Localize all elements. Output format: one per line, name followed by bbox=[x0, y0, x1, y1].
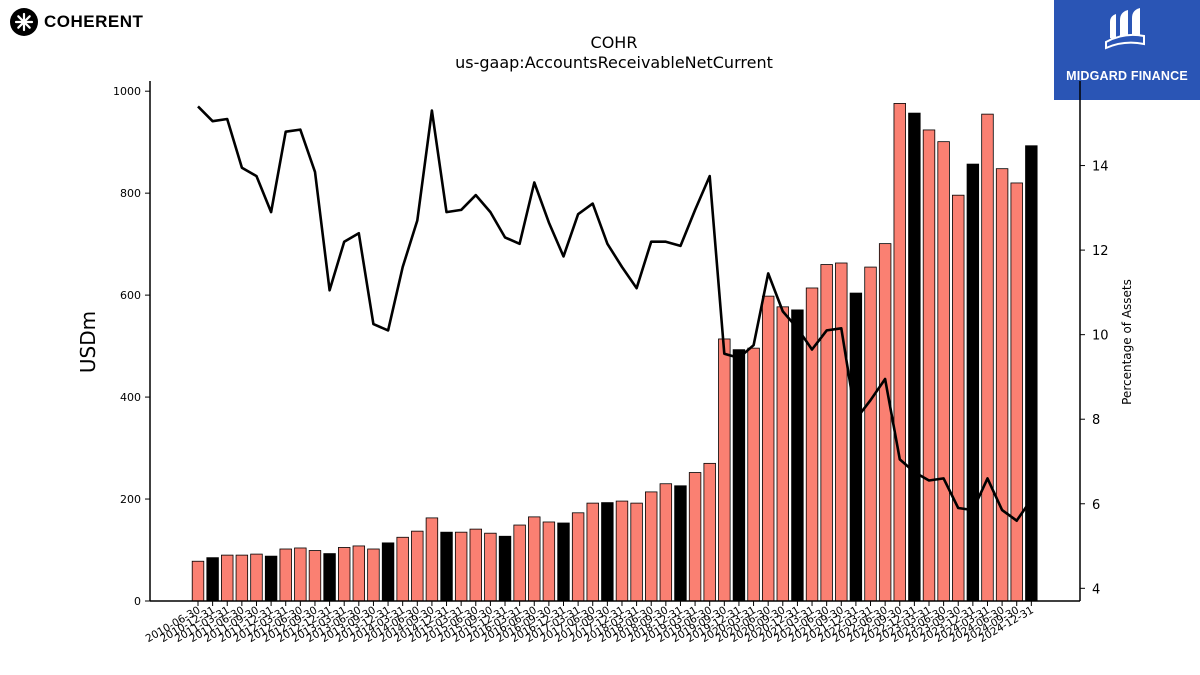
bar-2015-12-31 bbox=[498, 535, 512, 602]
bar-2019-06-30 bbox=[703, 462, 716, 602]
bar-2017-06-30 bbox=[586, 502, 599, 602]
bar-2022-03-31 bbox=[864, 266, 877, 602]
bar-2011-12-31 bbox=[264, 555, 278, 602]
bar-2021-03-31 bbox=[805, 287, 819, 602]
coherent-burst-icon bbox=[10, 8, 38, 36]
y-tick-label: 0 bbox=[134, 595, 141, 608]
bar-2019-12-31 bbox=[732, 349, 746, 602]
bar-2023-09-30 bbox=[952, 194, 965, 602]
bar-2018-12-31 bbox=[674, 485, 687, 602]
chart-subtitle: us-gaap:AccountsReceivableNetCurrent bbox=[455, 53, 773, 72]
bar-2020-09-30 bbox=[776, 306, 790, 602]
bar-2023-12-31 bbox=[966, 163, 980, 602]
bar-2023-06-30 bbox=[937, 141, 950, 602]
bar-2022-09-30 bbox=[893, 103, 906, 602]
bar-2021-09-30 bbox=[835, 262, 848, 602]
bar-2014-09-30 bbox=[425, 517, 439, 602]
y-axis-label: USDm bbox=[76, 311, 100, 373]
y2-tick-label: 12 bbox=[1092, 244, 1109, 259]
bar-2020-12-31 bbox=[791, 309, 804, 602]
y2-tick-label: 8 bbox=[1092, 413, 1100, 428]
bar-2024-06-30 bbox=[995, 168, 1009, 602]
bar-2012-12-31 bbox=[323, 553, 336, 602]
bar-2018-03-31 bbox=[630, 502, 643, 602]
midgard-finance-text: MIDGARD FINANCE bbox=[1066, 69, 1188, 83]
bar-2012-09-30 bbox=[308, 550, 322, 602]
bar-2013-03-31 bbox=[337, 547, 351, 602]
bar-2022-12-31 bbox=[908, 112, 921, 602]
bar-2015-03-31 bbox=[454, 531, 468, 602]
bar-2010-06-30 bbox=[191, 560, 205, 602]
bar-2024-03-31 bbox=[981, 113, 994, 602]
bar-2012-03-31 bbox=[279, 548, 292, 602]
bar-2012-06-30 bbox=[294, 547, 307, 602]
bar-2017-09-30 bbox=[601, 502, 614, 602]
y2-axis-label: Percentage of Assets bbox=[1120, 279, 1134, 405]
bar-2019-09-30 bbox=[718, 338, 731, 602]
percentage-line bbox=[197, 105, 1033, 523]
y-tick-label: 600 bbox=[120, 289, 141, 302]
bar-2018-09-30 bbox=[659, 483, 673, 602]
bar-2020-03-31 bbox=[747, 347, 760, 602]
bars-layer bbox=[191, 103, 1038, 602]
bar-2015-09-30 bbox=[484, 532, 497, 602]
bar-2021-06-30 bbox=[820, 264, 833, 602]
bar-2017-03-31 bbox=[571, 512, 585, 602]
bar-2014-12-31 bbox=[440, 531, 453, 602]
bar-2014-03-31 bbox=[396, 536, 409, 602]
y2-tick-label: 6 bbox=[1092, 498, 1100, 513]
y-tick-label: 200 bbox=[120, 493, 141, 506]
bar-2013-09-30 bbox=[367, 548, 380, 602]
bar-2011-03-31 bbox=[221, 554, 234, 602]
line-layer bbox=[197, 105, 1033, 523]
bar-2010-12-31 bbox=[206, 557, 219, 602]
bar-2019-03-31 bbox=[688, 472, 702, 602]
bar-2022-06-30 bbox=[878, 243, 892, 602]
y-tick-label: 400 bbox=[120, 391, 141, 404]
bar-2020-06-30 bbox=[761, 295, 775, 602]
bar-2011-09-30 bbox=[250, 553, 263, 602]
y2-tick-label: 14 bbox=[1092, 160, 1109, 175]
bar-2024-09-30 bbox=[1010, 182, 1023, 602]
bar-2021-12-31 bbox=[849, 292, 863, 602]
midgard-finance-logo: MIDGARD FINANCE bbox=[1054, 0, 1200, 100]
midgard-mark-icon bbox=[1105, 8, 1145, 50]
bar-2024-12-31 bbox=[1025, 145, 1038, 602]
coherent-logo: COHERENT bbox=[10, 8, 143, 36]
bar-2023-03-31 bbox=[922, 129, 936, 602]
bar-2016-12-31 bbox=[557, 522, 570, 602]
bar-2015-06-30 bbox=[469, 528, 482, 602]
coherent-logo-text: COHERENT bbox=[44, 12, 144, 31]
bar-2017-12-31 bbox=[615, 500, 629, 602]
axes-layer: 020040060080010004681012142010-06-302010… bbox=[113, 81, 1109, 645]
bar-2013-12-31 bbox=[381, 542, 395, 602]
bar-2016-06-30 bbox=[528, 516, 541, 602]
bar-2014-06-30 bbox=[411, 530, 424, 602]
y-tick-label: 800 bbox=[120, 187, 141, 200]
bar-2011-06-30 bbox=[235, 554, 249, 602]
bar-2018-06-30 bbox=[645, 491, 658, 602]
y2-tick-label: 10 bbox=[1092, 329, 1109, 344]
y2-tick-label: 4 bbox=[1092, 582, 1100, 597]
bar-2016-09-30 bbox=[542, 521, 556, 602]
y-tick-label: 1000 bbox=[113, 85, 141, 98]
bar-2016-03-31 bbox=[513, 524, 526, 602]
chart-title: COHR bbox=[591, 33, 638, 52]
bar-2013-06-30 bbox=[352, 545, 366, 602]
